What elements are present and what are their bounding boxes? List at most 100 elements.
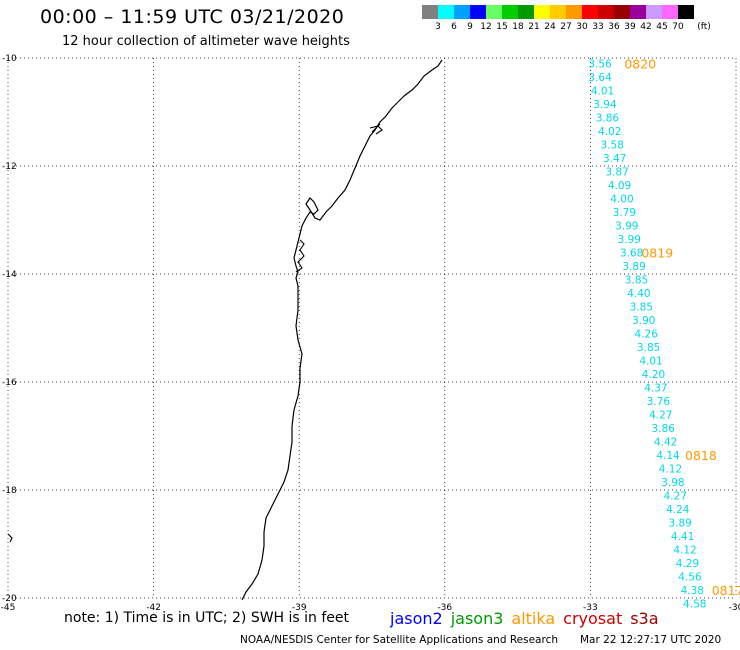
swh-value: 3.85 [637, 342, 660, 354]
color-scale-label: 42 [640, 22, 652, 32]
swh-value: 3.85 [625, 274, 648, 286]
color-scale-swatch [534, 5, 550, 19]
swh-value: 3.64 [588, 72, 612, 84]
swh-value: 3.99 [618, 234, 641, 246]
color-scale-label: 6 [451, 22, 457, 32]
legend-item-cryosat: cryosat [563, 609, 623, 628]
lon-tick-label: -33 [583, 603, 598, 613]
swh-value: 3.76 [647, 396, 671, 408]
swh-value: 3.79 [613, 207, 636, 219]
swh-value: 3.98 [661, 477, 684, 489]
lon-tick-label: -36 [437, 603, 452, 613]
legend-item-s3a: s3a [630, 609, 659, 628]
legend-item-altika: altika [511, 609, 556, 628]
swh-value: 4.24 [666, 504, 690, 516]
swh-value: 3.89 [668, 517, 691, 529]
swh-value: 4.12 [659, 463, 682, 475]
swh-value: 3.86 [652, 423, 676, 435]
swh-value: 4.12 [673, 544, 696, 556]
swh-value: 4.29 [676, 558, 699, 570]
swh-value: 3.90 [632, 315, 655, 327]
color-scale-label: 30 [576, 22, 588, 32]
lat-tick-label: -18 [2, 486, 17, 496]
lon-tick-label: -45 [1, 603, 16, 613]
lon-tick-label: -30 [729, 603, 740, 613]
lon-tick-label: -39 [292, 603, 307, 613]
swh-value: 4.37 [644, 382, 667, 394]
generated-timestamp: Mar 22 12:27:17 UTC 2020 [580, 634, 722, 646]
legend-item-jason3: jason3 [450, 609, 504, 628]
pass-time-tags: 0820 0819 0818 0817 [624, 56, 740, 598]
swh-value: 3.87 [605, 166, 628, 178]
color-scale-label: 36 [608, 22, 620, 32]
swh-value: 4.41 [671, 531, 694, 543]
swh-value: 4.14 [656, 450, 680, 462]
color-scale-swatch [598, 5, 614, 19]
color-scale-swatch [550, 5, 566, 19]
swh-value: 3.85 [630, 301, 653, 313]
swh-value: 4.58 [683, 598, 706, 610]
lat-tick-label: -10 [2, 54, 17, 64]
footnote: note: 1) Time is in UTC; 2) SWH is in fe… [64, 610, 350, 626]
swh-value: 4.01 [591, 85, 614, 97]
swh-value: 4.56 [678, 571, 702, 583]
axis-tick-labels: -45 -42 -39 -36 -33 -30 -10 -12 -14 -16 -18 -20 [1, 54, 740, 613]
coastline-islands [7, 123, 383, 543]
map-subtitle: 12 hour collection of altimeter wave hei… [62, 34, 350, 49]
swh-value: 3.94 [593, 99, 617, 111]
color-scale-swatch [518, 5, 534, 19]
color-scale-label: 21 [528, 22, 540, 32]
map-title: 00:00 – 11:59 UTC 03/21/2020 [40, 6, 345, 28]
credit-line: NOAA/NESDIS Center for Satellite Applica… [240, 634, 558, 646]
color-scale-label: 12 [480, 22, 492, 32]
swh-value: 4.00 [610, 193, 633, 205]
swh-value: 3.47 [603, 153, 626, 165]
pass-time-label: 0820 [624, 56, 656, 71]
lat-tick-label: -20 [2, 594, 17, 604]
color-scale-label: 18 [512, 22, 524, 32]
swh-value: 4.01 [639, 355, 662, 367]
color-scale-unit: (ft) [697, 22, 711, 32]
color-scale-label: 9 [467, 22, 473, 32]
color-scale-label: 39 [624, 22, 636, 32]
color-scale-swatch [486, 5, 502, 19]
lat-tick-label: -14 [2, 270, 17, 280]
swh-value: 3.56 [588, 58, 612, 70]
swh-value: 4.27 [649, 409, 672, 421]
color-scale-label: 45 [656, 22, 668, 32]
swh-color-scale [422, 5, 694, 19]
lat-tick-label: -16 [2, 378, 17, 388]
color-scale-swatch [630, 5, 646, 19]
swh-value: 4.26 [635, 328, 659, 340]
color-scale-swatch [438, 5, 454, 19]
color-scale-swatch [502, 5, 518, 19]
lat-tick-label: -12 [2, 162, 17, 172]
swh-color-scale-labels: 3 6 9 12 15 18 21 24 27 30 33 36 39 42 45 70 (ft) [422, 22, 740, 34]
color-scale-label: 70 [672, 22, 684, 32]
color-scale-swatch [566, 5, 582, 19]
color-scale-swatch [422, 5, 438, 19]
swh-value: 4.09 [608, 180, 631, 192]
color-scale-label: 24 [544, 22, 556, 32]
swh-value: 4.20 [642, 369, 665, 381]
color-scale-label: 27 [560, 22, 572, 32]
color-scale-label: 33 [592, 22, 604, 32]
swh-value: 3.99 [615, 220, 638, 232]
color-scale-label: 15 [496, 22, 508, 32]
swh-value: 3.89 [622, 261, 645, 273]
satellite-legend: jason2 jason3 altika cryosat s3a [390, 609, 667, 628]
color-scale-swatch [662, 5, 678, 19]
color-scale-swatch [470, 5, 486, 19]
color-scale-swatch [678, 5, 694, 19]
color-scale-swatch [646, 5, 662, 19]
swh-value: 3.58 [601, 139, 624, 151]
swh-value: 3.86 [596, 112, 620, 124]
swh-value: 4.42 [654, 436, 677, 448]
swh-value: 3.68 [620, 247, 643, 259]
swh-observations: 3.563.644.013.943.864.023.583.473.874.09… [588, 58, 706, 610]
swh-value: 4.40 [627, 288, 650, 300]
lon-tick-label: -42 [146, 603, 161, 613]
swh-value: 4.27 [664, 490, 687, 502]
pass-time-label: 0818 [685, 448, 717, 463]
